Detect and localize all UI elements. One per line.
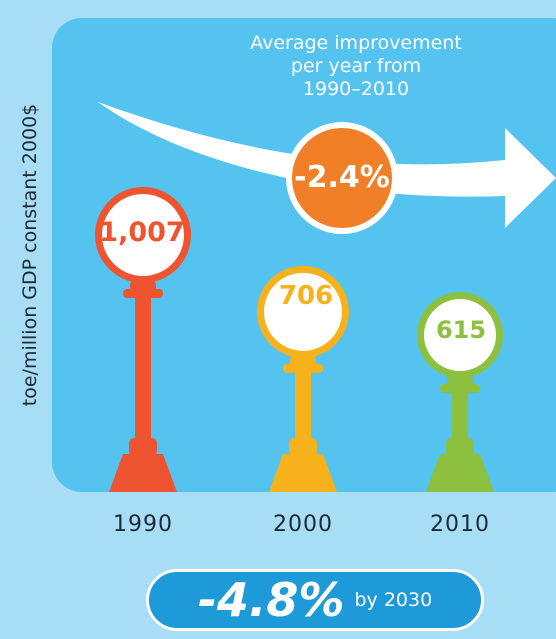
bar-circle-2010 — [424, 299, 496, 372]
bar-value-label-1990: 1,007 — [99, 217, 185, 248]
bar-post-1990 — [135, 297, 151, 438]
bar-post-2010 — [452, 392, 468, 438]
average-change-value: -2.4% — [294, 160, 390, 195]
bar-collar-2010 — [440, 384, 480, 394]
bar-base-cap-1990 — [129, 438, 157, 456]
x-tick-1990: 1990 — [113, 512, 173, 537]
bar-2010 — [417, 292, 503, 492]
y-axis-label: toe/million GDP constant 2000$ — [19, 103, 41, 407]
bar-circle-2000 — [264, 272, 342, 351]
bar-collar-1990 — [123, 289, 163, 298]
bar-neck-2010 — [447, 376, 473, 387]
average-change-circle — [286, 122, 398, 234]
bar-base-cap-2000 — [289, 438, 317, 456]
chart-title: Average improvement per year from 1990–2… — [250, 32, 462, 100]
target-value: -4.8% — [197, 573, 345, 627]
bar-base-2000 — [269, 454, 337, 492]
bar-collar-2000 — [283, 363, 323, 373]
bar-value-label-2000: 706 — [278, 281, 334, 311]
bar-neck-1990 — [130, 281, 156, 291]
bar-circle-1990 — [102, 194, 184, 276]
target-label: by 2030 — [354, 589, 433, 611]
bar-post-2000 — [295, 371, 311, 438]
bar-2000 — [257, 265, 349, 492]
target-badge: -4.8% by 2030 — [146, 569, 484, 631]
bar-value-label-2010: 615 — [435, 316, 487, 344]
bar-base-1990 — [109, 454, 177, 492]
bar-base-cap-2010 — [446, 438, 474, 456]
bar-1990 — [95, 187, 191, 492]
bar-base-2010 — [426, 454, 494, 492]
x-tick-2010: 2010 — [430, 512, 490, 537]
x-tick-2000: 2000 — [273, 512, 333, 537]
bar-neck-2000 — [290, 355, 316, 366]
